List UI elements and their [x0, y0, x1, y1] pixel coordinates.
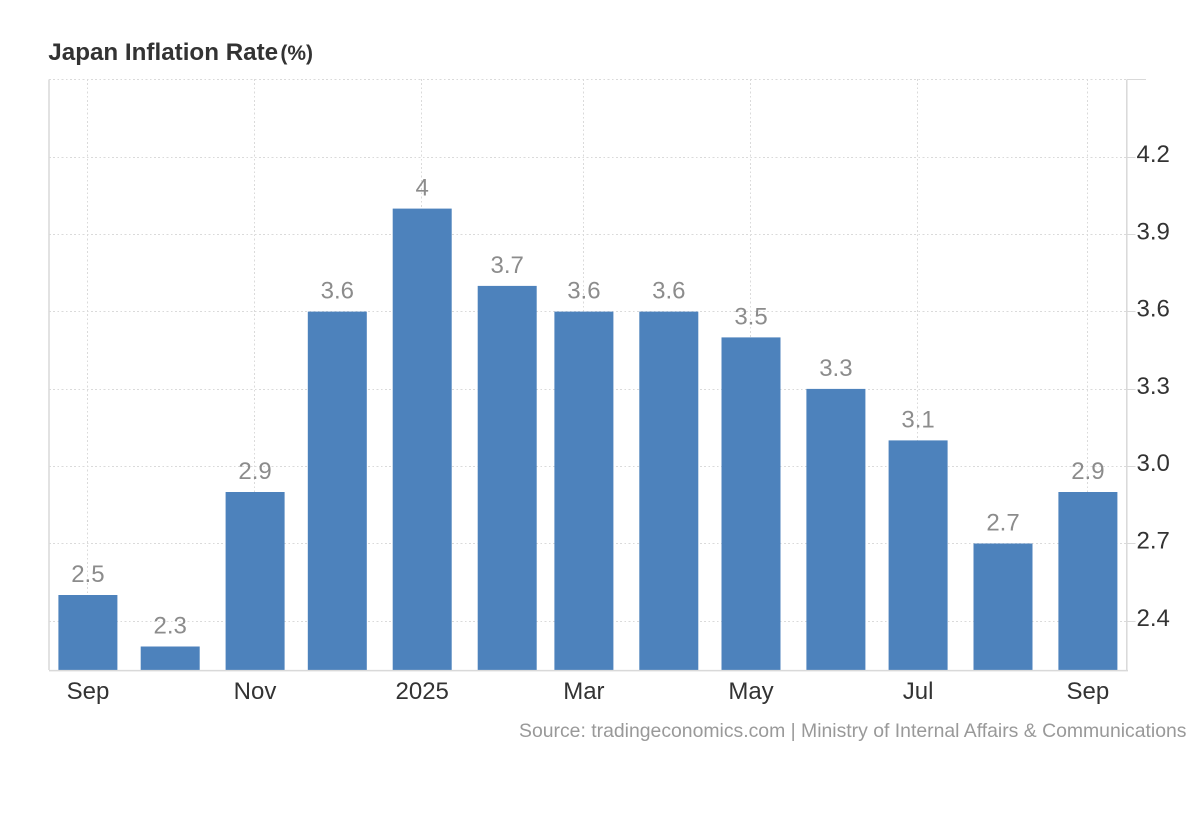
svg-text:2025: 2025 [396, 678, 449, 705]
svg-text:2.4: 2.4 [1137, 605, 1170, 632]
svg-text:4: 4 [416, 175, 429, 202]
svg-text:2.9: 2.9 [238, 458, 271, 485]
svg-text:3.6: 3.6 [321, 278, 354, 305]
svg-text:3.9: 3.9 [1137, 218, 1170, 245]
svg-text:3.6: 3.6 [652, 278, 685, 305]
svg-text:3.3: 3.3 [1137, 373, 1170, 400]
svg-text:Mar: Mar [563, 678, 604, 705]
svg-text:3.6: 3.6 [1137, 296, 1170, 323]
svg-text:Sep: Sep [67, 678, 110, 705]
svg-text:2.3: 2.3 [154, 613, 187, 640]
svg-text:3.7: 3.7 [491, 252, 524, 279]
svg-text:May: May [728, 678, 773, 705]
svg-text:Source: tradingeconomics.com |: Source: tradingeconomics.com | Ministry … [519, 720, 1186, 742]
svg-text:Jul: Jul [903, 678, 934, 705]
svg-text:Japan Inflation Rate (%): Japan Inflation Rate (%) [48, 39, 313, 66]
svg-text:Nov: Nov [234, 678, 277, 705]
svg-text:3.3: 3.3 [819, 355, 852, 382]
svg-text:3.5: 3.5 [734, 303, 767, 330]
svg-text:3.0: 3.0 [1137, 450, 1170, 477]
svg-text:2.7: 2.7 [986, 510, 1019, 537]
svg-text:Sep: Sep [1067, 678, 1110, 705]
svg-text:3.1: 3.1 [901, 406, 934, 433]
svg-text:3.6: 3.6 [567, 278, 600, 305]
svg-text:2.9: 2.9 [1071, 458, 1104, 485]
svg-text:2.7: 2.7 [1137, 528, 1170, 555]
svg-text:4.2: 4.2 [1137, 141, 1170, 168]
svg-text:2.5: 2.5 [71, 561, 104, 588]
